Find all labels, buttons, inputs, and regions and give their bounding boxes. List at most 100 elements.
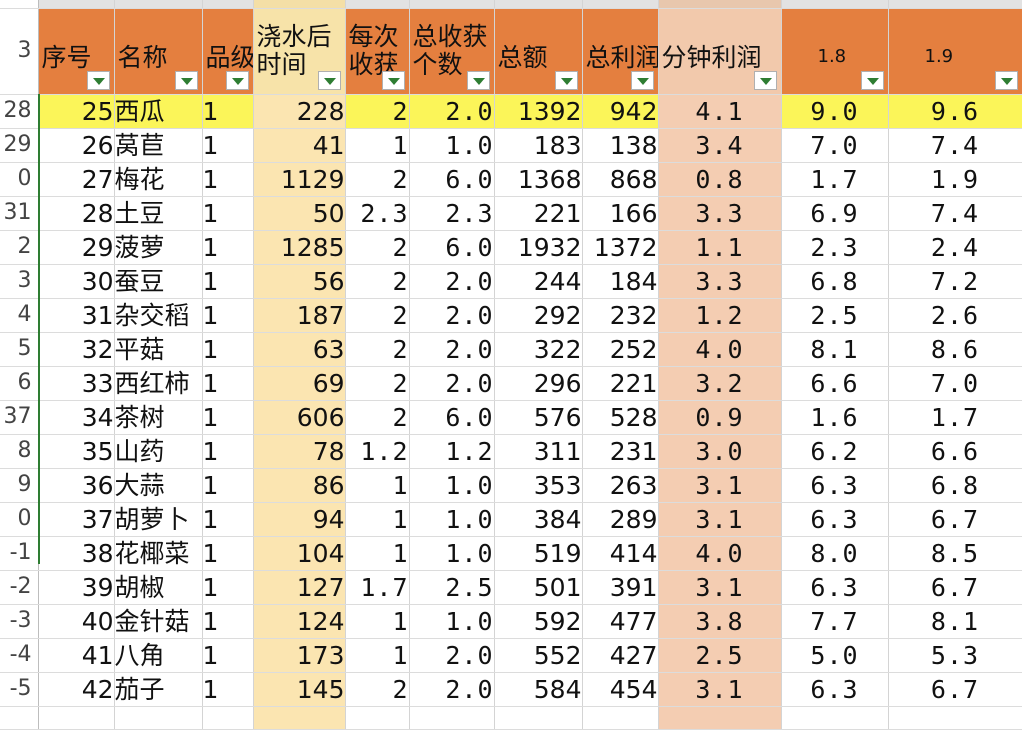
cell-profit-per-minute[interactable]: 3.1 bbox=[658, 570, 782, 605]
cell-total-amount[interactable]: 384 bbox=[494, 502, 583, 537]
row-number[interactable]: -5 bbox=[0, 672, 39, 707]
cell-rate-1-9[interactable]: 5.3 bbox=[888, 638, 1022, 673]
cell-rate-1-8[interactable]: 6.6 bbox=[781, 366, 889, 401]
cell-grade[interactable]: 1 bbox=[202, 332, 254, 367]
cell-total-profit[interactable]: 263 bbox=[582, 468, 659, 503]
cell-profit-per-minute[interactable]: 1.2 bbox=[658, 298, 782, 333]
cell-profit-per-minute[interactable]: 3.4 bbox=[658, 128, 782, 163]
cell[interactable] bbox=[345, 706, 410, 730]
cell-watering-time[interactable]: 1129 bbox=[253, 162, 346, 197]
cell-profit-per-minute[interactable]: 4.1 bbox=[658, 94, 782, 129]
header-watering-time[interactable]: 浇水后 时间 bbox=[253, 8, 346, 95]
cell-rate-1-9[interactable]: 2.4 bbox=[888, 230, 1022, 265]
cell-rate-1-9[interactable]: 7.2 bbox=[888, 264, 1022, 299]
cell-name[interactable]: 平菇 bbox=[114, 332, 203, 367]
cell-rate-1-8[interactable]: 6.2 bbox=[781, 434, 889, 469]
cell-total-amount[interactable]: 576 bbox=[494, 400, 583, 435]
cell-grade[interactable]: 1 bbox=[202, 94, 254, 129]
cell-rate-1-9[interactable]: 6.6 bbox=[888, 434, 1022, 469]
cell-rate-1-9[interactable]: 7.4 bbox=[888, 128, 1022, 163]
cell-rate-1-8[interactable]: 8.1 bbox=[781, 332, 889, 367]
cell-total-profit[interactable]: 221 bbox=[582, 366, 659, 401]
cell-grade[interactable]: 1 bbox=[202, 366, 254, 401]
cell[interactable] bbox=[253, 0, 346, 9]
cell-watering-time[interactable]: 56 bbox=[253, 264, 346, 299]
cell-per-harvest[interactable]: 2 bbox=[345, 162, 410, 197]
row-number[interactable]: -3 bbox=[0, 604, 39, 639]
cell-watering-time[interactable]: 228 bbox=[253, 94, 346, 129]
header-rate-1-9[interactable]: 1.9 bbox=[888, 8, 1022, 95]
cell-total-harvest[interactable]: 2.0 bbox=[409, 366, 495, 401]
cell[interactable] bbox=[494, 0, 583, 9]
cell-id[interactable]: 33 bbox=[38, 366, 115, 401]
cell-total-profit[interactable]: 232 bbox=[582, 298, 659, 333]
cell-id[interactable]: 37 bbox=[38, 502, 115, 537]
cell-id[interactable]: 31 bbox=[38, 298, 115, 333]
cell-watering-time[interactable]: 124 bbox=[253, 604, 346, 639]
cell-grade[interactable]: 1 bbox=[202, 502, 254, 537]
filter-dropdown-icon[interactable] bbox=[225, 70, 249, 90]
cell[interactable] bbox=[409, 706, 495, 730]
cell-id[interactable]: 40 bbox=[38, 604, 115, 639]
cell[interactable] bbox=[781, 706, 889, 730]
cell-total-profit[interactable]: 477 bbox=[582, 604, 659, 639]
cell-name[interactable]: 土豆 bbox=[114, 196, 203, 231]
header-name[interactable]: 名称 bbox=[114, 8, 203, 95]
row-number[interactable]: 28 bbox=[0, 94, 39, 129]
cell-id[interactable]: 36 bbox=[38, 468, 115, 503]
cell-total-amount[interactable]: 183 bbox=[494, 128, 583, 163]
cell-profit-per-minute[interactable]: 1.1 bbox=[658, 230, 782, 265]
cell-rate-1-8[interactable]: 6.8 bbox=[781, 264, 889, 299]
cell-total-harvest[interactable]: 6.0 bbox=[409, 400, 495, 435]
cell-watering-time[interactable]: 69 bbox=[253, 366, 346, 401]
cell-name[interactable]: 花椰菜 bbox=[114, 536, 203, 571]
cell-total-harvest[interactable]: 2.5 bbox=[409, 570, 495, 605]
cell-total-profit[interactable]: 166 bbox=[582, 196, 659, 231]
cell-total-harvest[interactable]: 2.0 bbox=[409, 672, 495, 707]
cell-total-amount[interactable]: 311 bbox=[494, 434, 583, 469]
cell-per-harvest[interactable]: 1.7 bbox=[345, 570, 410, 605]
cell-grade[interactable]: 1 bbox=[202, 434, 254, 469]
cell-total-profit[interactable]: 528 bbox=[582, 400, 659, 435]
cell-rate-1-9[interactable]: 6.7 bbox=[888, 672, 1022, 707]
cell-watering-time[interactable]: 145 bbox=[253, 672, 346, 707]
cell-grade[interactable]: 1 bbox=[202, 570, 254, 605]
cell-id[interactable]: 28 bbox=[38, 196, 115, 231]
cell-total-amount[interactable]: 296 bbox=[494, 366, 583, 401]
cell-total-harvest[interactable]: 6.0 bbox=[409, 230, 495, 265]
cell[interactable] bbox=[114, 706, 203, 730]
cell-name[interactable]: 茶树 bbox=[114, 400, 203, 435]
filter-dropdown-icon[interactable] bbox=[86, 70, 110, 90]
cell-profit-per-minute[interactable]: 2.5 bbox=[658, 638, 782, 673]
cell-profit-per-minute[interactable]: 3.1 bbox=[658, 502, 782, 537]
cell-per-harvest[interactable]: 2 bbox=[345, 332, 410, 367]
cell-grade[interactable]: 1 bbox=[202, 162, 254, 197]
cell-rate-1-8[interactable]: 1.6 bbox=[781, 400, 889, 435]
cell-name[interactable]: 胡萝卜 bbox=[114, 502, 203, 537]
cell-per-harvest[interactable]: 2 bbox=[345, 672, 410, 707]
header-rate-1-8[interactable]: 1.8 bbox=[781, 8, 889, 95]
cell[interactable] bbox=[494, 706, 583, 730]
cell-per-harvest[interactable]: 2 bbox=[345, 264, 410, 299]
header-id[interactable]: 序号 bbox=[38, 8, 115, 95]
cell-rate-1-9[interactable]: 9.6 bbox=[888, 94, 1022, 129]
cell-total-harvest[interactable]: 2.0 bbox=[409, 298, 495, 333]
cell-name[interactable]: 莴苣 bbox=[114, 128, 203, 163]
row-number[interactable]: 6 bbox=[0, 366, 39, 401]
cell-total-harvest[interactable]: 1.0 bbox=[409, 604, 495, 639]
cell-grade[interactable]: 1 bbox=[202, 196, 254, 231]
cell-profit-per-minute[interactable]: 0.9 bbox=[658, 400, 782, 435]
cell-id[interactable]: 34 bbox=[38, 400, 115, 435]
cell-total-amount[interactable]: 552 bbox=[494, 638, 583, 673]
cell-name[interactable]: 西瓜 bbox=[114, 94, 203, 129]
cell-profit-per-minute[interactable]: 3.3 bbox=[658, 196, 782, 231]
cell[interactable] bbox=[888, 706, 1022, 730]
cell-watering-time[interactable]: 86 bbox=[253, 468, 346, 503]
cell-rate-1-9[interactable]: 6.8 bbox=[888, 468, 1022, 503]
cell-rate-1-9[interactable]: 8.1 bbox=[888, 604, 1022, 639]
cell-rate-1-8[interactable]: 7.7 bbox=[781, 604, 889, 639]
filter-dropdown-icon[interactable] bbox=[466, 70, 490, 90]
row-number[interactable]: -2 bbox=[0, 570, 39, 605]
cell-name[interactable]: 杂交稻 bbox=[114, 298, 203, 333]
cell[interactable] bbox=[114, 0, 203, 9]
